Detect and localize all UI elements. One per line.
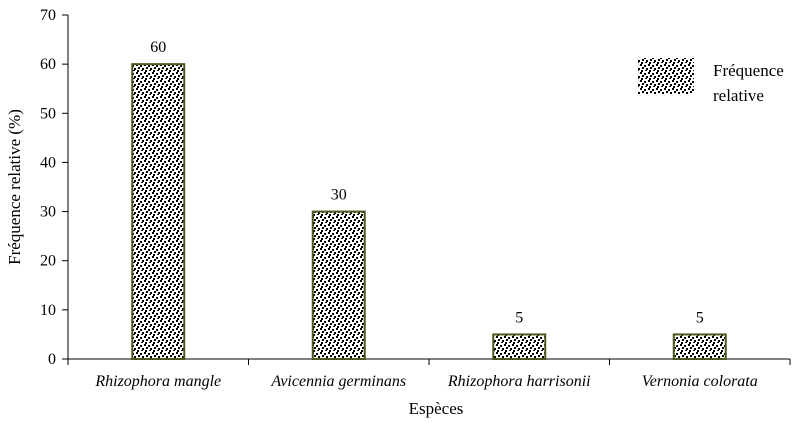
- bars: [131, 63, 727, 361]
- y-tick-label: 0: [48, 351, 56, 368]
- y-tick-label: 30: [40, 204, 56, 221]
- category-label: Rhizophora mangle: [94, 373, 221, 390]
- legend-swatch: [638, 58, 694, 94]
- bar: [672, 333, 727, 360]
- x-axis-title: Espèces: [409, 399, 464, 418]
- bar-data-label: 30: [331, 187, 347, 204]
- bar-data-label: 5: [696, 309, 704, 326]
- y-tick-label: 60: [40, 56, 56, 73]
- y-tick-label: 40: [40, 154, 56, 171]
- y-tick-label: 50: [40, 105, 56, 122]
- bar-labels: 60 30 5 5: [150, 39, 704, 326]
- y-axis-title: Fréquence relative (%): [5, 109, 24, 265]
- bar: [311, 210, 366, 360]
- bar: [131, 63, 186, 361]
- bar-data-label: 60: [150, 39, 166, 56]
- y-tick-label: 70: [40, 7, 56, 24]
- legend: Fréquence relative: [638, 58, 784, 105]
- y-tick-label: 20: [40, 253, 56, 270]
- legend-label-line2: relative: [713, 86, 764, 105]
- category-label: Avicennia germinans: [270, 373, 406, 390]
- y-axis: 0 10 20 30 40 50 60 70: [40, 7, 69, 368]
- category-labels: Rhizophora mangle Avicennia germinans Rhiz…: [94, 373, 757, 390]
- category-label: Rhizophora harrisonii: [447, 373, 591, 390]
- x-axis: [67, 358, 791, 365]
- category-label: Vernonia colorata: [642, 373, 758, 390]
- legend-label-line1: Fréquence: [713, 61, 784, 80]
- bar: [492, 333, 547, 360]
- y-tick-label: 10: [40, 302, 56, 319]
- bar-data-label: 5: [515, 309, 523, 326]
